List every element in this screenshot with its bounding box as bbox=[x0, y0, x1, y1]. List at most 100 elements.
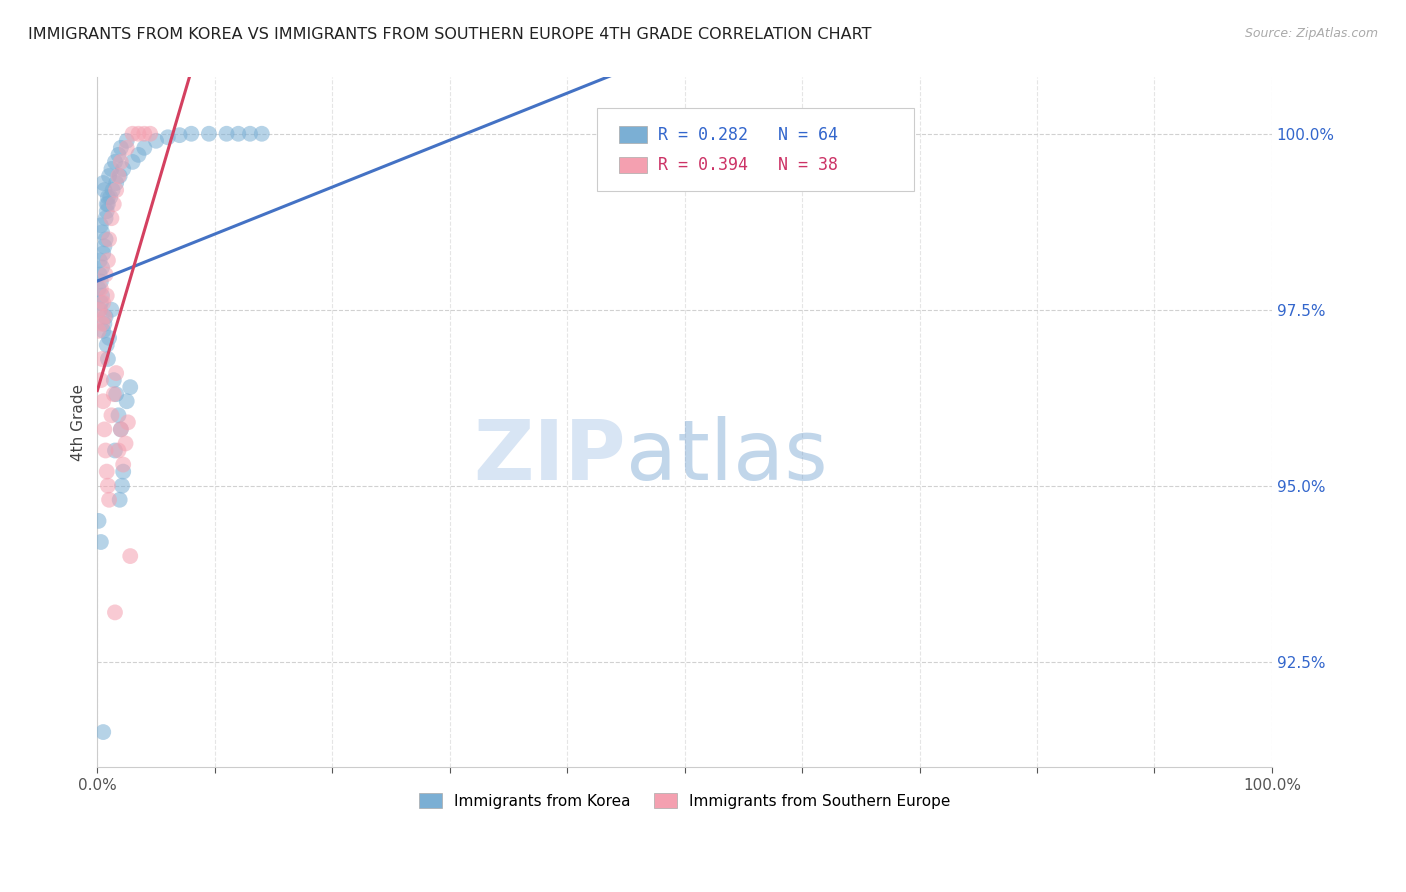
Point bbox=[94, 310, 117, 324]
Point bbox=[91, 176, 114, 190]
Point bbox=[105, 387, 128, 401]
Point bbox=[91, 246, 114, 260]
Point bbox=[96, 338, 118, 352]
Point bbox=[121, 155, 143, 169]
Point bbox=[90, 295, 112, 310]
Point bbox=[100, 302, 122, 317]
Point bbox=[93, 422, 115, 436]
Point bbox=[180, 127, 202, 141]
Point bbox=[91, 394, 114, 409]
Text: Source: ZipAtlas.com: Source: ZipAtlas.com bbox=[1244, 27, 1378, 40]
Legend: Immigrants from Korea, Immigrants from Southern Europe: Immigrants from Korea, Immigrants from S… bbox=[413, 787, 956, 814]
Point bbox=[87, 282, 110, 296]
Text: IMMIGRANTS FROM KOREA VS IMMIGRANTS FROM SOUTHERN EUROPE 4TH GRADE CORRELATION C: IMMIGRANTS FROM KOREA VS IMMIGRANTS FROM… bbox=[28, 27, 872, 42]
Point bbox=[100, 211, 122, 226]
Point bbox=[134, 127, 156, 141]
FancyBboxPatch shape bbox=[596, 109, 914, 191]
Point bbox=[103, 197, 125, 211]
Point bbox=[215, 127, 238, 141]
Point bbox=[120, 549, 142, 563]
Point bbox=[91, 288, 114, 302]
Point bbox=[111, 479, 134, 493]
Point bbox=[96, 465, 118, 479]
Point bbox=[105, 183, 128, 197]
Point bbox=[115, 134, 138, 148]
Point bbox=[96, 288, 118, 302]
Point bbox=[98, 331, 121, 345]
Point bbox=[103, 373, 125, 387]
FancyBboxPatch shape bbox=[619, 157, 647, 173]
Point bbox=[89, 302, 111, 317]
Point bbox=[93, 317, 115, 331]
Point bbox=[120, 380, 142, 394]
Point bbox=[110, 155, 132, 169]
Text: atlas: atlas bbox=[626, 417, 828, 498]
Point bbox=[104, 155, 127, 169]
Point bbox=[89, 253, 111, 268]
Text: ZIP: ZIP bbox=[474, 417, 626, 498]
Point bbox=[110, 422, 132, 436]
Point bbox=[93, 310, 115, 324]
Point bbox=[93, 239, 115, 253]
Point bbox=[91, 351, 114, 366]
Point bbox=[94, 232, 117, 246]
Y-axis label: 4th Grade: 4th Grade bbox=[72, 384, 86, 461]
Point bbox=[107, 443, 129, 458]
Point bbox=[117, 415, 139, 429]
Point bbox=[103, 387, 125, 401]
Point bbox=[156, 130, 179, 145]
Point bbox=[107, 148, 129, 162]
Point bbox=[98, 190, 121, 204]
Point bbox=[97, 197, 120, 211]
Point bbox=[104, 606, 127, 620]
Point bbox=[169, 128, 191, 143]
Point bbox=[121, 127, 143, 141]
Point bbox=[250, 127, 273, 141]
Point bbox=[107, 169, 129, 183]
Point bbox=[87, 514, 110, 528]
Point bbox=[91, 324, 114, 338]
Point bbox=[87, 324, 110, 338]
Point bbox=[96, 204, 118, 219]
Point bbox=[96, 197, 118, 211]
Text: R = 0.394   N = 38: R = 0.394 N = 38 bbox=[658, 156, 838, 174]
Point bbox=[110, 422, 132, 436]
Point bbox=[107, 409, 129, 423]
Point bbox=[98, 492, 121, 507]
Point bbox=[97, 351, 120, 366]
Point bbox=[100, 409, 122, 423]
Point bbox=[115, 141, 138, 155]
Point bbox=[127, 127, 149, 141]
Point bbox=[97, 479, 120, 493]
Point bbox=[134, 141, 156, 155]
Point bbox=[90, 275, 112, 289]
Point bbox=[108, 169, 131, 183]
Point bbox=[90, 219, 112, 233]
Point bbox=[114, 436, 136, 450]
Point bbox=[108, 492, 131, 507]
Point bbox=[98, 169, 121, 183]
Point bbox=[94, 443, 117, 458]
Point bbox=[112, 465, 135, 479]
Point bbox=[127, 148, 149, 162]
Point bbox=[98, 232, 121, 246]
Point bbox=[198, 127, 221, 141]
Point bbox=[97, 190, 120, 204]
Point bbox=[105, 176, 128, 190]
Point bbox=[112, 161, 135, 176]
Point bbox=[90, 535, 112, 549]
Point bbox=[139, 127, 162, 141]
FancyBboxPatch shape bbox=[619, 127, 647, 143]
Point bbox=[89, 302, 111, 317]
Point bbox=[105, 366, 128, 380]
Point bbox=[91, 260, 114, 275]
Point bbox=[91, 725, 114, 739]
Point bbox=[94, 211, 117, 226]
Text: R = 0.282   N = 64: R = 0.282 N = 64 bbox=[658, 126, 838, 144]
Point bbox=[115, 394, 138, 409]
Point bbox=[100, 161, 122, 176]
Point bbox=[91, 317, 114, 331]
Point bbox=[93, 183, 115, 197]
Point bbox=[90, 282, 112, 296]
Point bbox=[112, 458, 135, 472]
